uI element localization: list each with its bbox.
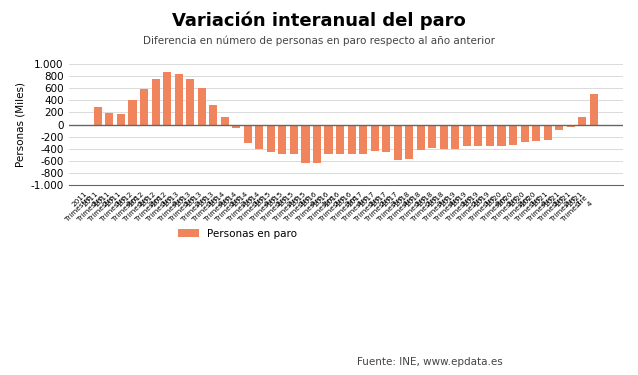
Bar <box>428 124 436 148</box>
Bar <box>221 117 229 124</box>
Text: Fuente: INE, www.epdata.es: Fuente: INE, www.epdata.es <box>357 357 503 367</box>
Bar <box>371 124 379 151</box>
Bar <box>244 124 252 143</box>
Bar <box>128 100 137 124</box>
Bar <box>521 124 529 142</box>
Bar <box>475 124 482 146</box>
Bar <box>198 88 205 125</box>
Bar <box>151 79 160 124</box>
Bar <box>498 124 505 146</box>
Bar <box>255 124 263 149</box>
Bar <box>394 124 402 160</box>
Bar <box>290 124 298 154</box>
Bar <box>140 89 148 125</box>
Bar <box>209 105 218 125</box>
Bar <box>578 117 586 124</box>
Bar <box>186 79 194 124</box>
Bar <box>532 124 540 141</box>
Bar <box>486 124 494 146</box>
Bar <box>105 113 114 125</box>
Text: Variación interanual del paro: Variación interanual del paro <box>172 11 466 30</box>
Bar <box>301 124 309 163</box>
Text: Diferencia en número de personas en paro respecto al año anterior: Diferencia en número de personas en paro… <box>143 36 495 46</box>
Bar <box>117 114 125 125</box>
Bar <box>590 94 598 124</box>
Bar <box>175 74 182 124</box>
Bar <box>417 124 425 150</box>
Bar <box>232 124 241 128</box>
Bar <box>463 124 471 146</box>
Bar <box>267 124 275 152</box>
Bar <box>440 124 448 149</box>
Y-axis label: Personas (Miles): Personas (Miles) <box>15 82 25 167</box>
Bar <box>278 124 286 154</box>
Bar <box>348 124 355 154</box>
Bar <box>325 124 332 154</box>
Bar <box>336 124 344 154</box>
Bar <box>405 124 413 159</box>
Bar <box>94 106 102 124</box>
Bar <box>313 124 321 163</box>
Bar <box>451 124 459 149</box>
Bar <box>163 72 171 124</box>
Bar <box>382 124 390 152</box>
Bar <box>567 124 575 127</box>
Bar <box>359 124 367 154</box>
Legend: Personas en paro: Personas en paro <box>174 225 301 243</box>
Bar <box>555 124 563 130</box>
Bar <box>509 124 517 145</box>
Bar <box>544 124 552 140</box>
